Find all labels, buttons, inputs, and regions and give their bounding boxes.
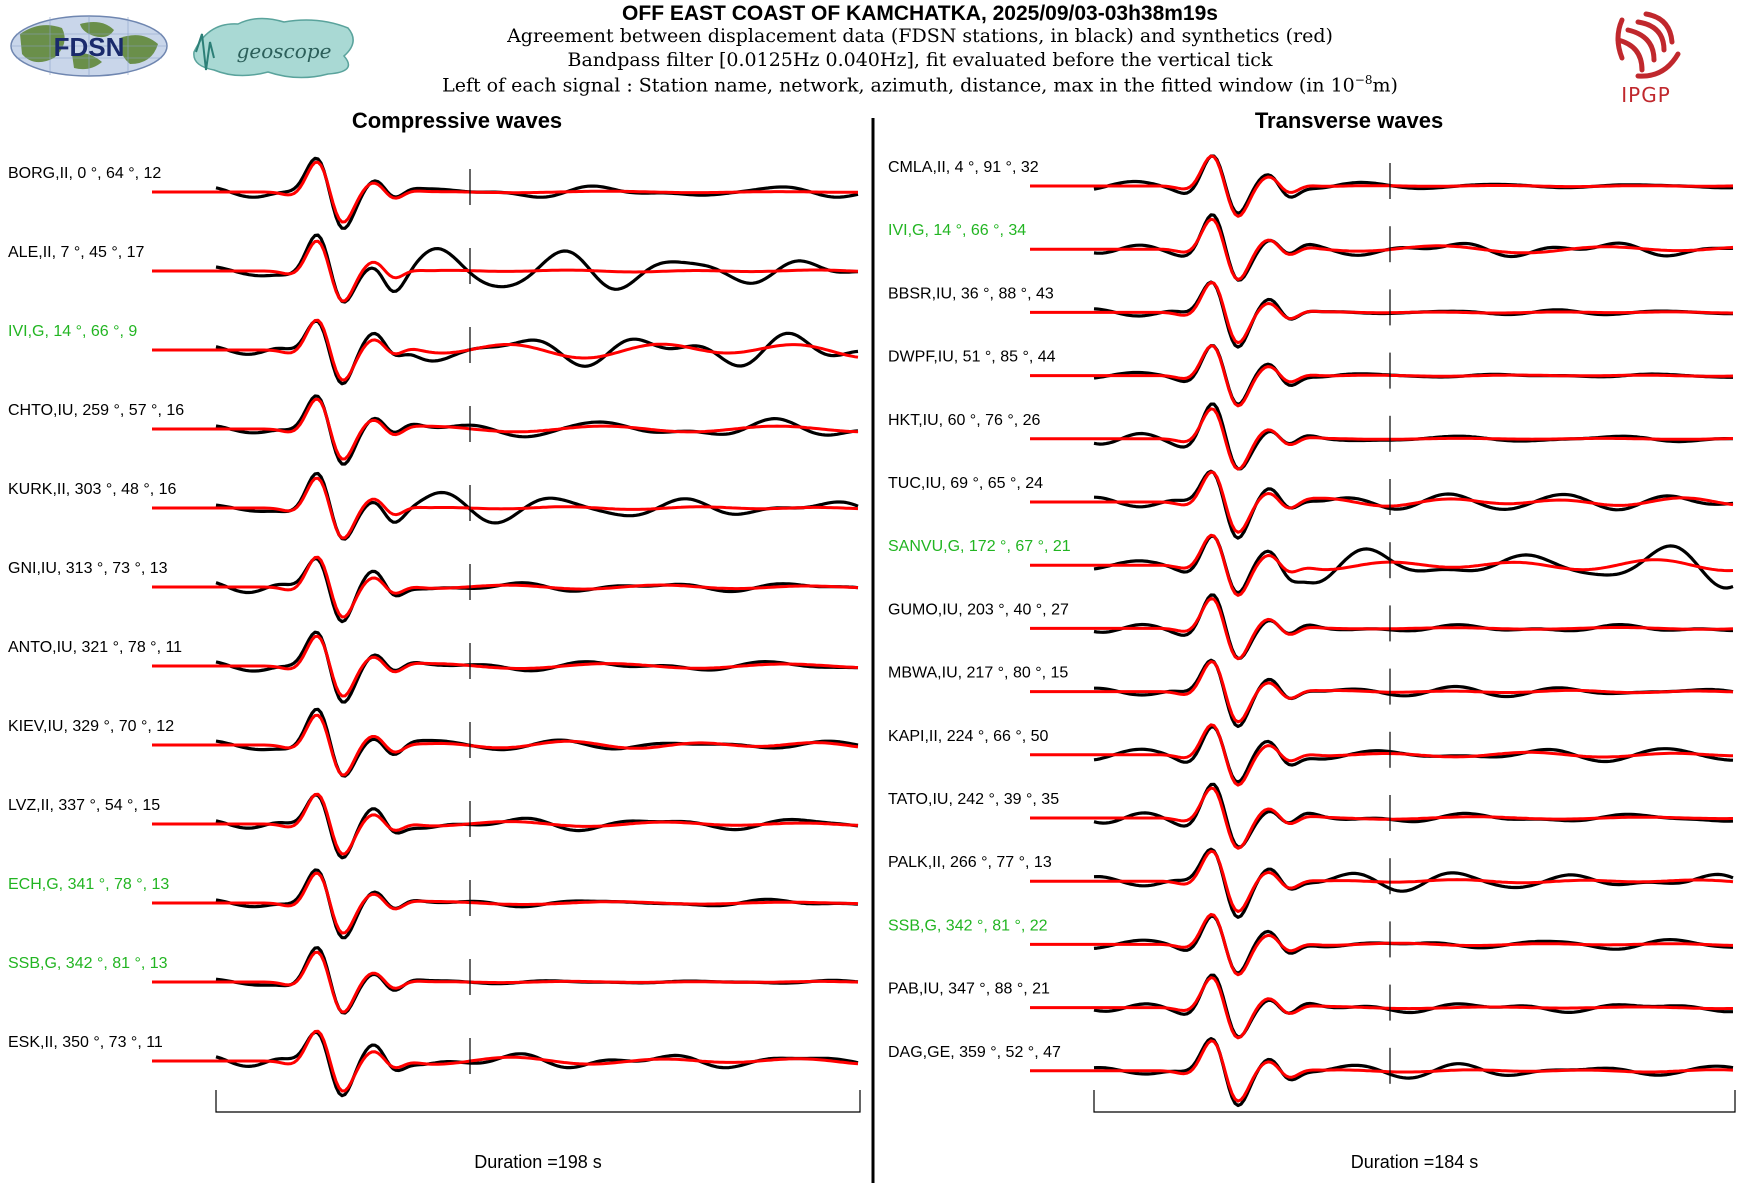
station-label: LVZ,II, 337 °, 54 °, 15 [8, 797, 160, 814]
station-label: DWPF,IU, 51 °, 85 °, 44 [888, 349, 1056, 366]
subtitle-3-prefix: Left of each signal : Station name, netw… [442, 74, 1355, 97]
station-label: PAB,IU, 347 °, 88 °, 21 [888, 981, 1050, 998]
synthetic-trace [152, 160, 858, 224]
synthetic-trace [1030, 407, 1733, 471]
compressive-duration-label: Duration =198 s [474, 1152, 602, 1172]
data-trace [215, 471, 859, 541]
station-label: IVI,G, 14 °, 66 °, 34 [888, 222, 1026, 239]
synthetic-trace [152, 1029, 859, 1093]
transverse-duration-bracket [1093, 1090, 1736, 1113]
synthetic-trace [1030, 280, 1733, 345]
station-label: ESK,II, 350 °, 73 °, 11 [8, 1034, 163, 1051]
subtitle-3-suffix: m) [1372, 74, 1398, 97]
synthetic-trace [1030, 660, 1734, 724]
station-label: KIEV,IU, 329 °, 70 °, 12 [8, 718, 174, 735]
synthetic-trace [1030, 533, 1734, 597]
ipgp-logo: IPGP [1615, 11, 1681, 107]
synthetic-trace [152, 713, 859, 777]
station-label: GNI,IU, 313 °, 73 °, 13 [8, 560, 168, 577]
synthetic-trace [1030, 912, 1733, 977]
data-trace [215, 233, 859, 304]
synthetic-trace [152, 555, 859, 619]
compressive-duration-bracket [215, 1090, 861, 1113]
station-label: SANVU,G, 172 °, 67 °, 21 [888, 538, 1071, 555]
station-label: GUMO,IU, 203 °, 40 °, 27 [888, 601, 1069, 618]
data-trace [215, 1030, 859, 1098]
station-label: PALK,II, 266 °, 77 °, 13 [888, 854, 1052, 871]
synthetic-trace [1030, 217, 1734, 281]
station-label: ALE,II, 7 °, 45 °, 17 [8, 244, 145, 261]
station-label: ECH,G, 341 °, 78 °, 13 [8, 876, 169, 893]
synthetic-trace [152, 318, 859, 382]
station-label: CHTO,IU, 259 °, 57 °, 16 [8, 402, 184, 419]
transverse-panel-title: Transverse waves [1255, 108, 1443, 133]
synthetic-trace [1030, 723, 1733, 787]
figure-subtitle-1: Agreement between displacement data (FDS… [507, 25, 1333, 47]
station-label: DAG,GE, 359 °, 52 °, 47 [888, 1044, 1061, 1061]
station-label: BBSR,IU, 36 °, 88 °, 43 [888, 285, 1054, 302]
station-label: TUC,IU, 69 °, 65 °, 24 [888, 475, 1043, 492]
subtitle-3-exponent: −8 [1354, 73, 1373, 87]
station-label: ANTO,IU, 321 °, 78 °, 11 [8, 639, 182, 656]
transverse-duration-label: Duration =184 s [1351, 1152, 1479, 1172]
ipgp-logo-text: IPGP [1621, 83, 1671, 107]
geoscope-logo-text: geoscope [237, 39, 332, 63]
synthetic-trace [1030, 1039, 1734, 1103]
synthetic-trace [1030, 596, 1734, 661]
station-label: HKT,IU, 60 °, 76 °, 26 [888, 412, 1041, 429]
station-label: SSB,G, 342 °, 81 °, 13 [8, 955, 168, 972]
station-label: CMLA,II, 4 °, 91 °, 32 [888, 159, 1039, 176]
station-label: TATO,IU, 242 °, 39 °, 35 [888, 791, 1059, 808]
data-trace [215, 319, 859, 386]
synthetic-trace [1030, 344, 1734, 408]
synthetic-trace [152, 634, 859, 698]
data-trace [1093, 782, 1734, 849]
synthetic-trace [1030, 470, 1734, 534]
geoscope-logo: geoscope [193, 17, 354, 79]
station-label: BORG,II, 0 °, 64 °, 12 [8, 165, 161, 182]
synthetic-trace [152, 397, 859, 461]
data-trace [215, 556, 859, 624]
station-label: KURK,II, 303 °, 48 °, 16 [8, 481, 177, 498]
station-label: KAPI,II, 224 °, 66 °, 50 [888, 728, 1049, 745]
station-label: MBWA,IU, 217 °, 80 °, 15 [888, 665, 1068, 682]
synthetic-trace [1030, 154, 1734, 218]
figure-subtitle-2: Bandpass filter [0.0125Hz 0.040Hz], fit … [567, 49, 1273, 71]
compressive-panel-title: Compressive waves [352, 108, 562, 133]
figure-title: OFF EAST COAST OF KAMCHATKA, 2025/09/03-… [622, 2, 1218, 25]
synthetic-trace [1030, 849, 1734, 913]
synthetic-trace [1030, 976, 1733, 1040]
synthetic-trace [152, 871, 859, 935]
fdsn-logo: FDSN [10, 15, 168, 77]
station-label: IVI,G, 14 °, 66 °, 9 [8, 323, 137, 340]
data-trace [1093, 402, 1733, 471]
synthetic-trace [152, 239, 859, 303]
data-trace [1093, 847, 1734, 919]
data-trace [215, 793, 859, 860]
synthetic-trace [1030, 786, 1733, 850]
figure-subtitle-3: Left of each signal : Station name, netw… [380, 73, 1460, 96]
synthetic-trace [152, 950, 859, 1014]
synthetic-trace [152, 476, 859, 540]
fdsn-logo-text: FDSN [54, 32, 125, 62]
figure-header: OFF EAST COAST OF KAMCHATKA, 2025/09/03-… [0, 0, 1740, 110]
station-label: SSB,G, 342 °, 81 °, 22 [888, 917, 1048, 934]
synthetic-trace [152, 792, 859, 856]
